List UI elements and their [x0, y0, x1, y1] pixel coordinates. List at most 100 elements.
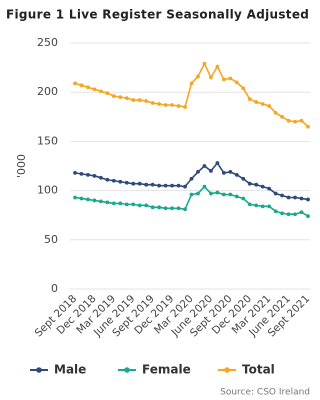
data-point [131, 181, 136, 186]
data-point [73, 170, 77, 175]
data-point [247, 97, 252, 101]
data-point [92, 87, 97, 92]
data-point [105, 177, 110, 182]
data-point [79, 196, 84, 201]
data-point [124, 180, 129, 185]
data-point [170, 103, 174, 107]
legend-label: Male [54, 363, 86, 377]
data-point [306, 197, 310, 202]
data-point [234, 172, 239, 177]
data-point [176, 206, 181, 211]
data-point [137, 98, 142, 102]
data-point [241, 196, 246, 201]
data-point [254, 203, 259, 208]
data-point [228, 76, 233, 81]
data-point [105, 200, 110, 205]
data-point [144, 203, 149, 208]
data-point [79, 171, 84, 176]
data-point [299, 210, 304, 215]
data-point [241, 86, 246, 91]
data-point [215, 190, 220, 195]
data-point [86, 197, 90, 202]
data-point [228, 192, 233, 197]
data-point [293, 212, 297, 217]
data-point [280, 193, 285, 198]
legend-label: Female [142, 363, 191, 377]
data-point [267, 186, 272, 191]
data-point [118, 95, 123, 100]
data-point [150, 182, 155, 187]
data-point [86, 172, 90, 177]
data-point [286, 195, 291, 200]
data-point [170, 183, 174, 188]
legend-marker [124, 367, 130, 373]
y-tick-label: 200 [37, 85, 58, 98]
data-point [131, 202, 136, 207]
data-point [286, 118, 291, 123]
data-point [189, 192, 194, 197]
y-tick-label: 0 [51, 282, 58, 295]
data-point [79, 83, 84, 88]
data-point [209, 75, 213, 80]
legend-label: Total [242, 363, 275, 377]
data-point [234, 80, 239, 85]
data-point [247, 202, 252, 207]
y-tick-label: 250 [37, 36, 58, 49]
data-point [293, 119, 297, 124]
data-point [73, 195, 77, 200]
data-point [221, 170, 226, 175]
series-line [74, 61, 309, 128]
data-point [163, 183, 168, 188]
data-point [183, 184, 187, 189]
data-point [215, 161, 220, 165]
data-point [150, 101, 155, 105]
data-point [267, 104, 272, 108]
data-point [215, 64, 220, 69]
data-point [124, 202, 129, 207]
data-point [157, 183, 162, 188]
data-point [306, 124, 310, 129]
data-point [137, 181, 142, 186]
data-point [260, 102, 265, 106]
data-point [124, 96, 129, 101]
data-point [247, 181, 252, 186]
data-point [286, 212, 291, 217]
data-point [111, 94, 116, 99]
data-point [196, 74, 200, 79]
data-point [183, 105, 187, 109]
data-point [176, 104, 181, 108]
data-point [92, 198, 97, 203]
data-point [98, 199, 103, 204]
data-point [144, 99, 149, 103]
y-tick-label: 150 [37, 134, 58, 147]
data-point [273, 110, 278, 115]
y-tick-label: 100 [37, 184, 58, 197]
data-point [196, 191, 200, 196]
data-point [299, 196, 304, 201]
data-point [157, 205, 162, 210]
data-point [137, 203, 142, 208]
data-point [170, 206, 174, 211]
data-point [176, 183, 181, 188]
data-point [73, 81, 77, 86]
data-point [98, 175, 103, 180]
data-point [111, 201, 116, 206]
data-point [202, 184, 207, 189]
source: Source: CSO Ireland [220, 388, 310, 398]
data-point [260, 204, 265, 209]
data-point [280, 211, 285, 216]
data-point [254, 182, 259, 187]
data-point [209, 191, 213, 196]
data-point [157, 102, 162, 106]
data-point [306, 214, 310, 219]
data-point [92, 173, 97, 178]
data-point [234, 194, 239, 199]
data-point [202, 61, 207, 66]
data-point [98, 89, 103, 94]
data-point [299, 118, 304, 123]
data-point [118, 201, 123, 206]
data-point [260, 184, 265, 189]
data-point [280, 114, 285, 119]
data-point [241, 176, 246, 181]
